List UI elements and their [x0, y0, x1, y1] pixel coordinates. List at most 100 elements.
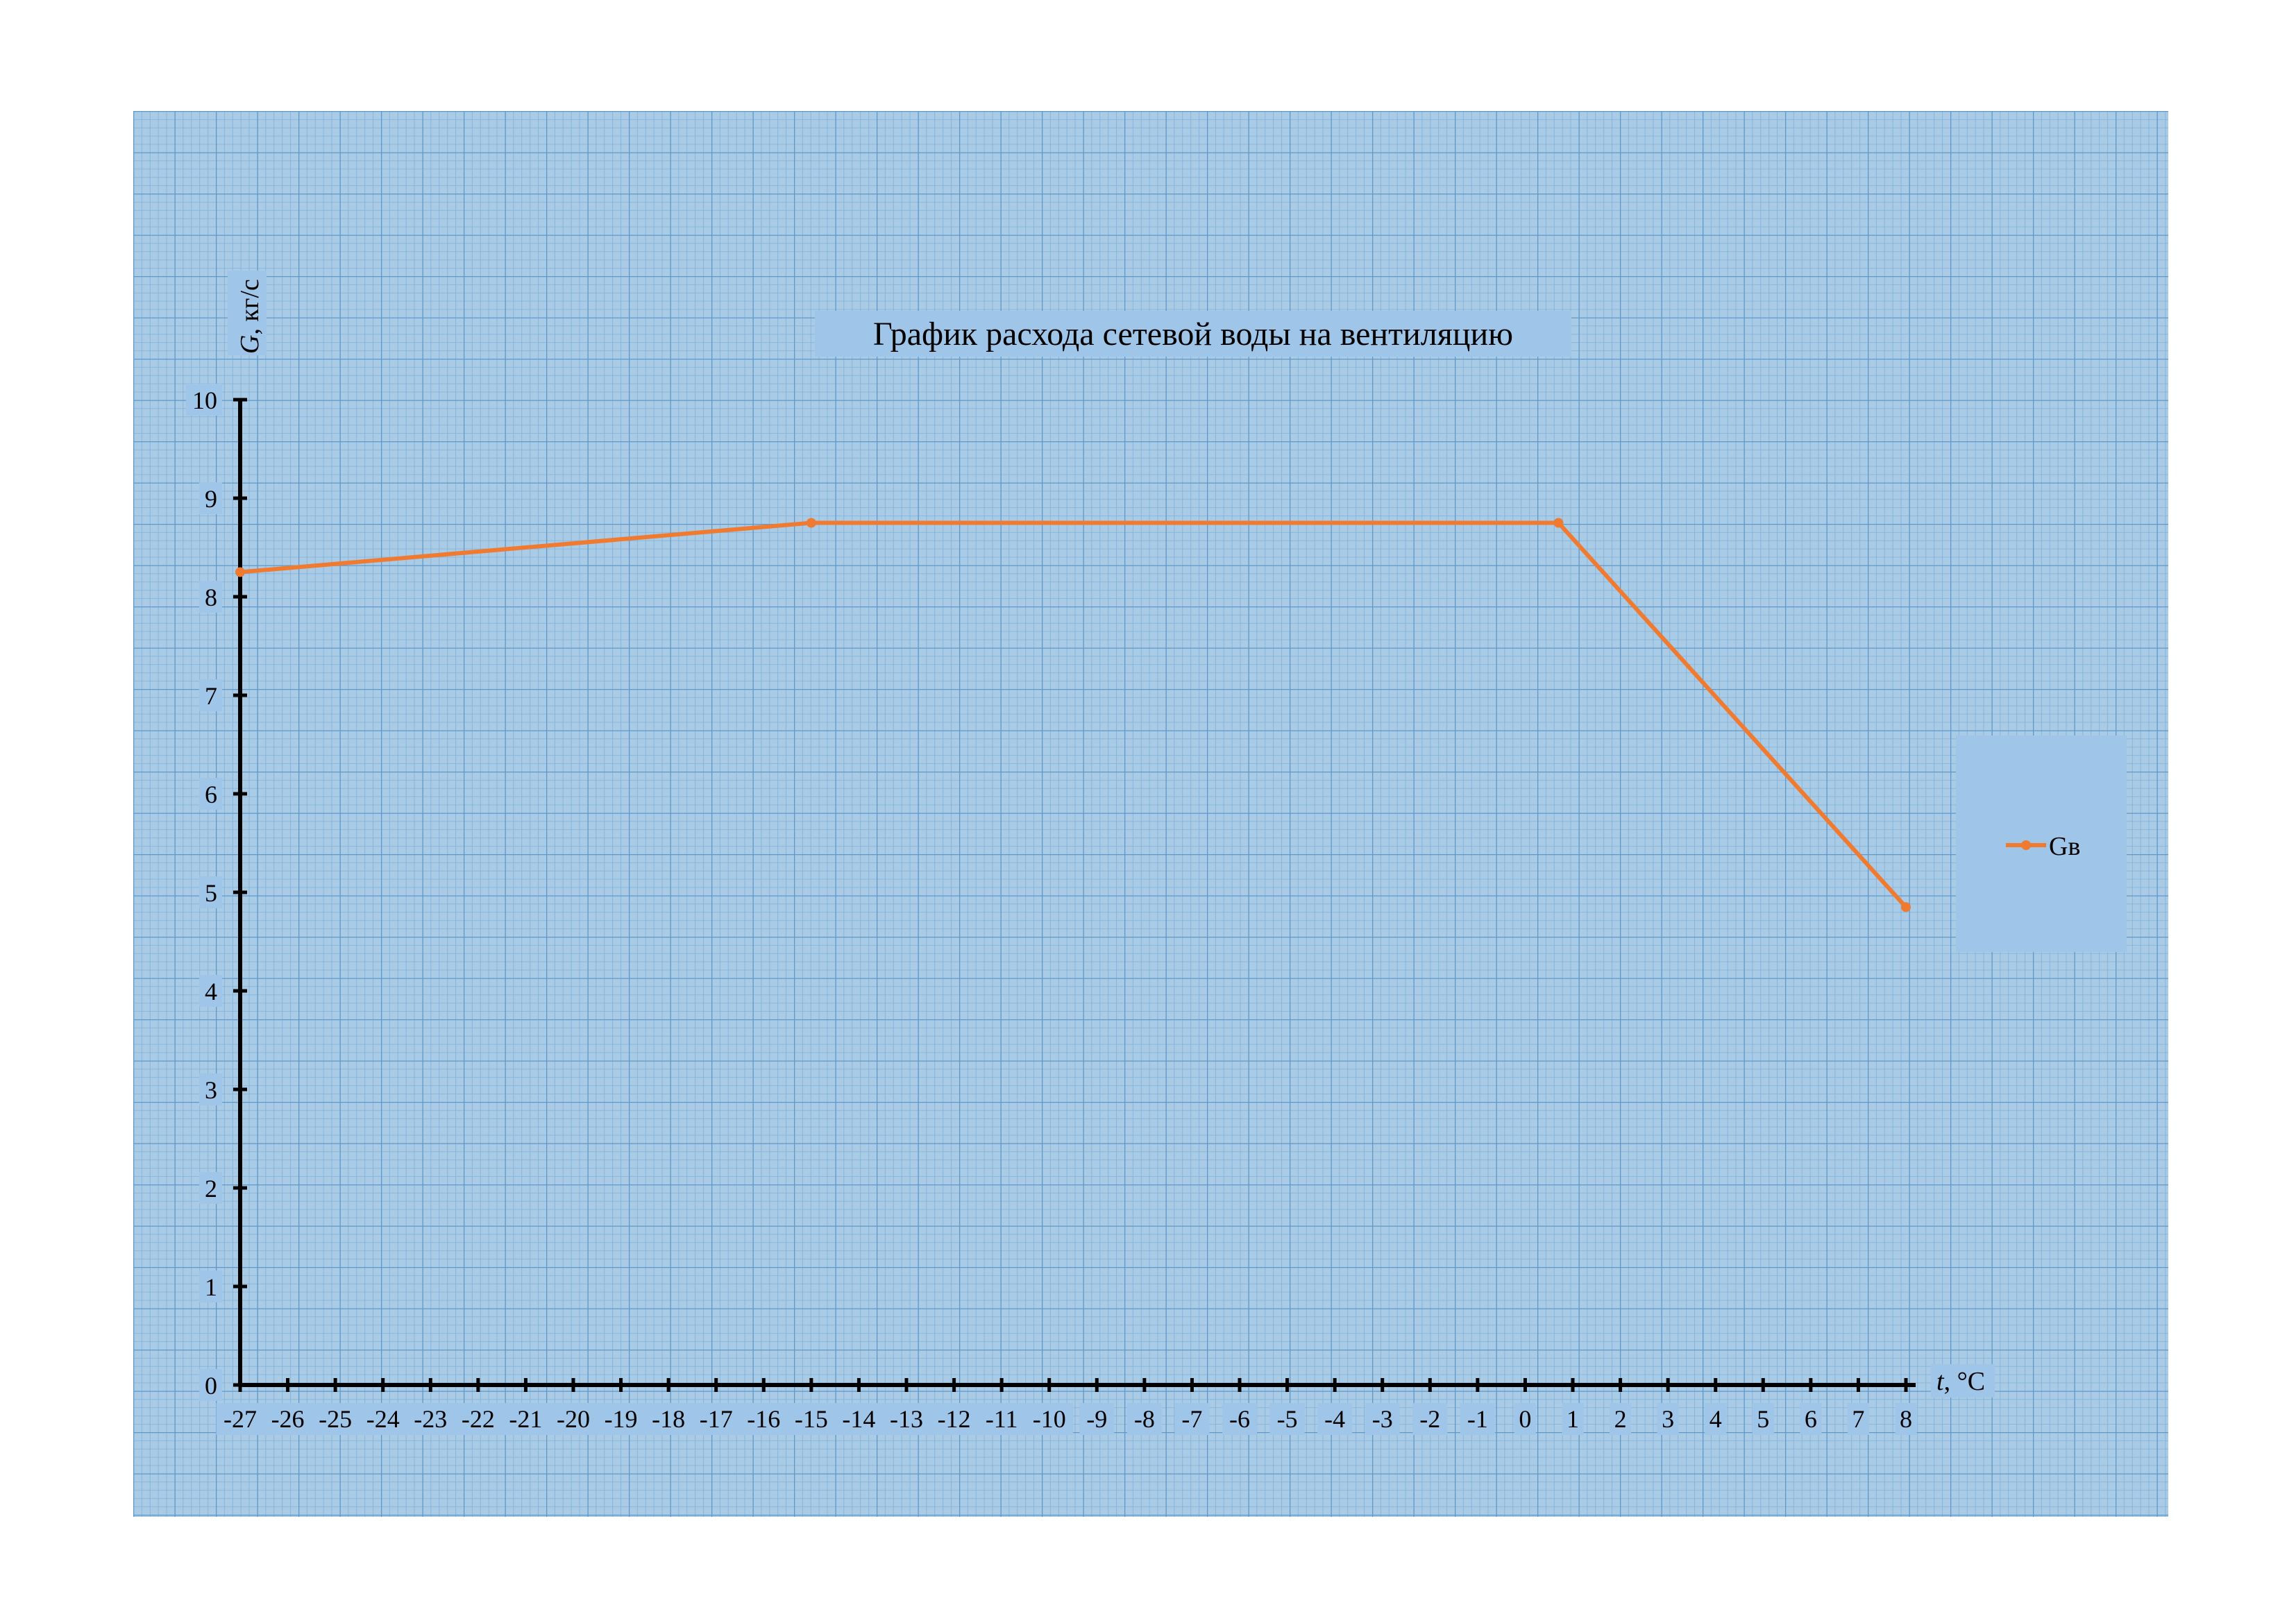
y-tick-label: 8: [205, 584, 217, 611]
x-tick-label-box: [1562, 1403, 1584, 1435]
x-axis-label: t, °C: [1936, 1367, 1985, 1396]
x-tick-label-box: [1222, 1403, 1257, 1435]
x-tick-label-box: [1752, 1403, 1774, 1435]
x-tick-label: -15: [795, 1405, 828, 1433]
x-tick-label-box: [834, 1403, 883, 1435]
series-line-gv: [239, 520, 1908, 909]
x-tick-label-box: [1514, 1403, 1536, 1435]
x-tick-label: -23: [414, 1405, 447, 1433]
series-point-gv: [235, 567, 245, 577]
x-tick-label: 5: [1757, 1405, 1769, 1433]
x-tick-label: -14: [842, 1405, 875, 1433]
x-tick-label: -21: [509, 1405, 542, 1433]
x-tick-label: -2: [1419, 1405, 1440, 1433]
y-tick-label: 7: [205, 682, 217, 710]
y-tick-label: 0: [205, 1372, 217, 1400]
x-tick-label: -1: [1467, 1405, 1488, 1433]
x-tick-label: 2: [1614, 1405, 1627, 1433]
x-tick-label-box: [406, 1403, 455, 1435]
x-tick-label: -5: [1277, 1405, 1298, 1433]
x-tick-label-box: [311, 1403, 360, 1435]
x-tick-label-box: [1025, 1403, 1074, 1435]
x-tick-label: -18: [652, 1405, 685, 1433]
y-tick-label: 6: [205, 781, 217, 808]
x-tick-label: -6: [1229, 1405, 1250, 1433]
chart-title: График расхода сетевой воды на вентиляци…: [873, 316, 1513, 352]
x-tick-label-box: [977, 1403, 1026, 1435]
x-tick-label-box: [1079, 1403, 1115, 1435]
chart-title-box: [815, 311, 1571, 357]
x-tick-label: -4: [1324, 1405, 1345, 1433]
x-tick-label: -11: [986, 1405, 1018, 1433]
x-tick-label-box: [549, 1403, 598, 1435]
x-tick-label: 1: [1567, 1405, 1579, 1433]
x-tick-label-box: [597, 1403, 645, 1435]
y-tick-label-box: [199, 581, 222, 613]
y-tick-label: 1: [205, 1273, 217, 1301]
x-tick-label: -25: [319, 1405, 352, 1433]
y-tick-label-box: [199, 679, 222, 711]
y-tick-label: 2: [205, 1175, 217, 1203]
x-tick-label: -8: [1134, 1405, 1155, 1433]
y-tick-label-box: [199, 1073, 222, 1105]
x-tick-label: -24: [366, 1405, 400, 1433]
series-point-gv: [1901, 902, 1911, 912]
x-tick-label-box: [1317, 1403, 1353, 1435]
y-axis-label-box: [228, 271, 267, 355]
x-tick-label-box: [692, 1403, 741, 1435]
x-tick-label-box: [1895, 1403, 1917, 1435]
ticks: -27 -26 -25 -24 -23 -22 -21 -20 -19 -18 -17 -16 -15-…: [186, 384, 1917, 1435]
x-tick-label-box: [787, 1403, 836, 1435]
x-tick-label: -16: [747, 1405, 780, 1433]
x-tick-label: -26: [271, 1405, 305, 1433]
series-point-gv: [806, 518, 816, 528]
y-tick-label-box: [199, 1369, 222, 1401]
x-tick-label-box: [1269, 1403, 1305, 1435]
x-tick-label: -3: [1372, 1405, 1393, 1433]
x-tick-label-box: [739, 1403, 788, 1435]
y-tick-label-box: [186, 384, 222, 416]
x-tick-label-box: [1412, 1403, 1448, 1435]
x-axis-label-box: [1931, 1364, 1995, 1397]
y-tick-label-box: [199, 1271, 222, 1302]
series-layer: [235, 518, 1911, 912]
x-tick-label: -20: [557, 1405, 590, 1433]
x-tick-label-box: [1847, 1403, 1869, 1435]
y-tick-label-box: [199, 876, 222, 908]
x-tick-label: -9: [1086, 1405, 1107, 1433]
y-tick-label-box: [199, 778, 222, 810]
series-point-gv: [1553, 518, 1564, 528]
x-tick-label-box: [264, 1403, 312, 1435]
x-tick-label-box: [1610, 1403, 1632, 1435]
x-tick-label: 7: [1852, 1405, 1864, 1433]
x-tick-label: -10: [1033, 1405, 1066, 1433]
x-tick-label-box: [501, 1403, 550, 1435]
x-tick-label: 4: [1710, 1405, 1722, 1433]
x-tick-label-box: [930, 1403, 979, 1435]
x-tick-label: 6: [1805, 1405, 1817, 1433]
y-axis-label: G, кг/с: [235, 279, 264, 354]
x-tick-label: 3: [1662, 1405, 1674, 1433]
legend-point-marker: [2021, 840, 2031, 850]
x-tick-label: -27: [223, 1405, 257, 1433]
y-tick-label-box: [199, 975, 222, 1007]
x-tick-label-box: [216, 1403, 264, 1435]
y-tick-label: 9: [205, 485, 217, 513]
x-tick-label: -19: [605, 1405, 638, 1433]
x-tick-label-box: [644, 1403, 693, 1435]
x-tick-label-box: [1460, 1403, 1495, 1435]
x-tick-label: -22: [462, 1405, 495, 1433]
x-tick-label-box: [1657, 1403, 1679, 1435]
y-tick-label-box: [199, 1172, 222, 1204]
y-tick-label-box: [199, 482, 222, 514]
y-tick-label: 4: [205, 978, 217, 1005]
x-tick-label: 8: [1900, 1405, 1912, 1433]
y-tick-label: 10: [192, 386, 217, 414]
legend-label: Gв: [2049, 832, 2080, 861]
x-tick-label-box: [1365, 1403, 1400, 1435]
x-tick-label-box: [454, 1403, 503, 1435]
y-tick-label: 5: [205, 879, 217, 907]
x-tick-label: -12: [938, 1405, 971, 1433]
x-tick-label-box: [359, 1403, 407, 1435]
